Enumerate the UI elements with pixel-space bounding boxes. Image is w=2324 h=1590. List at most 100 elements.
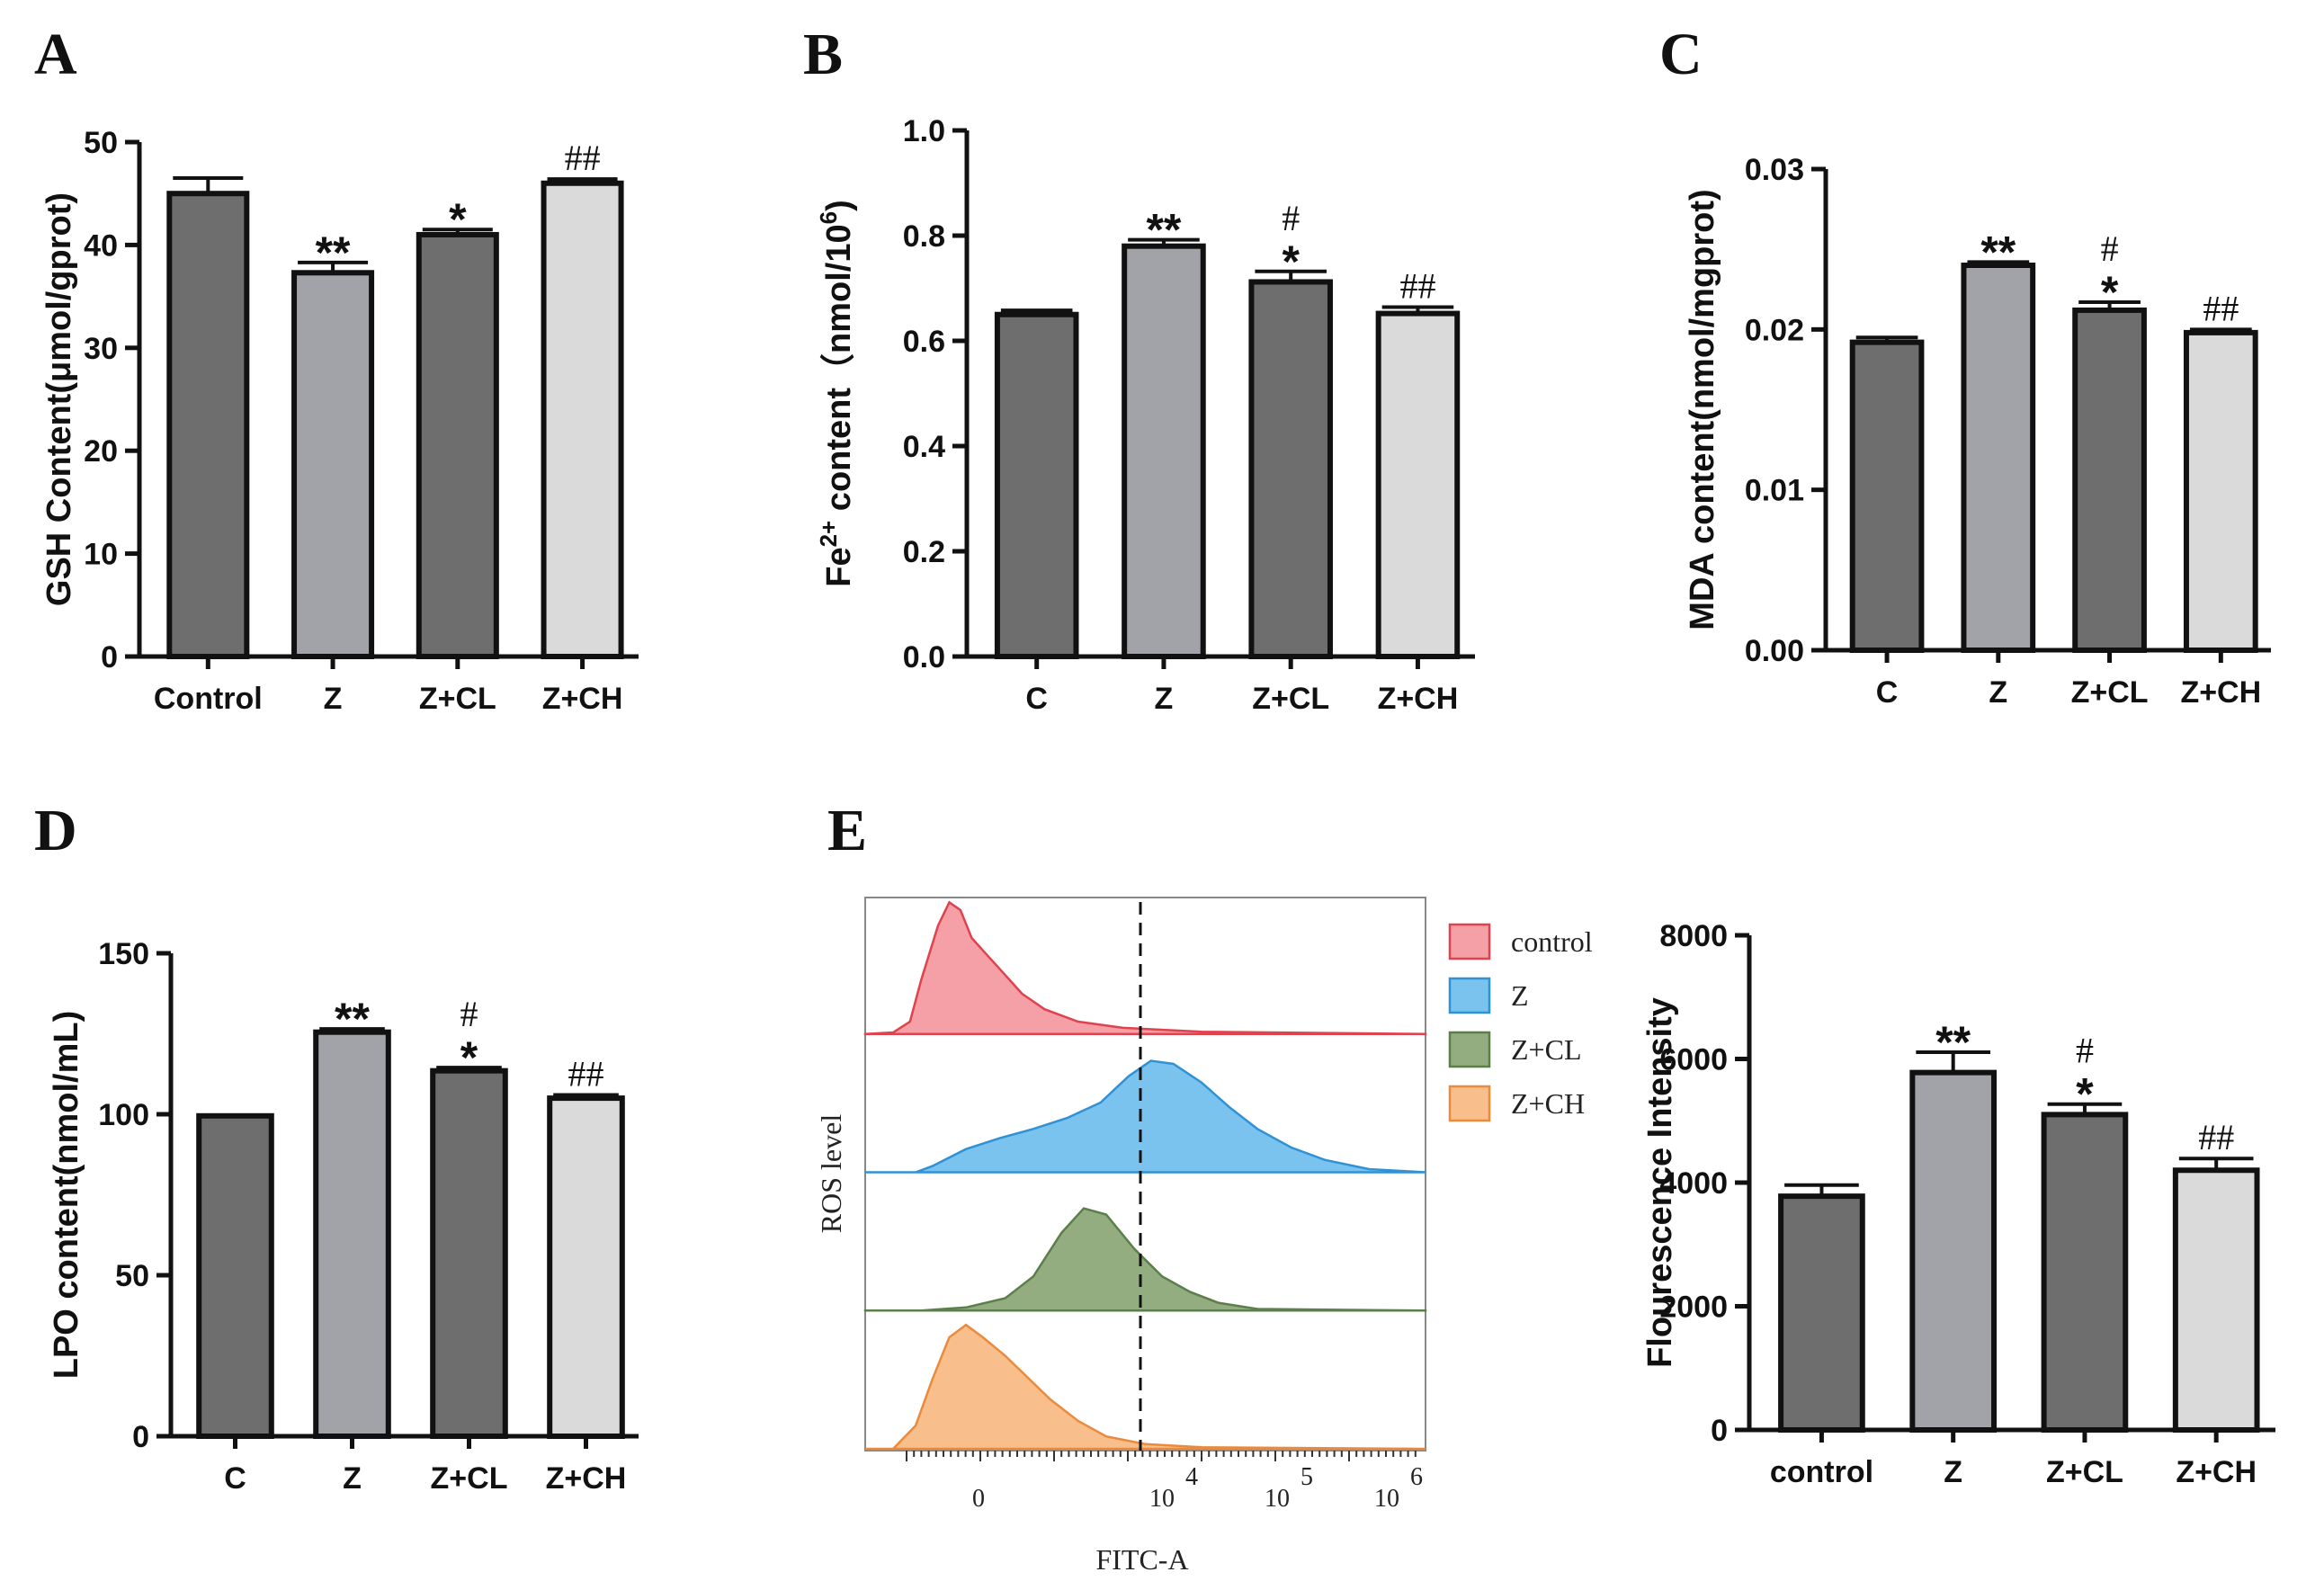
panel-letter: A: [34, 22, 77, 87]
legend: control Z Z+CL Z+CH: [1448, 923, 1593, 1122]
significance-hash: #: [2101, 228, 2119, 269]
y-tick-label: 0.01: [1745, 474, 1804, 508]
significance-hash: #: [460, 994, 478, 1034]
x-tick-label: Z+CL: [2046, 1455, 2123, 1489]
histogram-z-cl: [863, 1207, 1427, 1312]
y-tick-label: 0.02: [1745, 313, 1804, 347]
x-tick-label: 0: [972, 1485, 985, 1513]
y-tick-label: 2000: [1659, 1291, 1728, 1325]
bar-control: [166, 191, 250, 659]
x-tick-exponent: 6: [1410, 1463, 1423, 1491]
panel-letter: C: [1659, 22, 1703, 87]
x-tick-exponent: 5: [1301, 1463, 1313, 1491]
y-axis-label: Flourescence Intensity: [1641, 997, 1679, 1368]
legend-swatch: [1448, 977, 1491, 1014]
bar-z-ch: [1375, 310, 1461, 659]
y-tick-label: 1.0: [903, 114, 945, 148]
bar-z-ch: [2183, 329, 2258, 653]
x-tick-label: C: [1025, 682, 1048, 716]
y-tick-label: 0: [1711, 1414, 1728, 1448]
bar-z-cl: [2072, 307, 2147, 653]
bar-c: [994, 311, 1079, 659]
y-tick-label: 0.0: [903, 640, 945, 674]
legend-swatch: [1448, 1085, 1491, 1122]
x-tick-label: Control: [154, 682, 263, 716]
y-tick-label: 100: [98, 1098, 149, 1132]
significance-star: *: [449, 194, 467, 245]
bar-control: [1778, 1193, 1865, 1433]
x-tick-label: control: [1770, 1455, 1873, 1489]
histogram-z: [865, 1059, 1426, 1174]
y-tick-label: 30: [84, 332, 118, 366]
y-axis-label: GSH Content(μmol/gprot): [40, 192, 78, 606]
x-tick-label: Z+CH: [542, 682, 623, 716]
x-tick-exponent: 4: [1185, 1463, 1198, 1491]
x-axis-label: FITC-A: [1095, 1543, 1188, 1576]
significance-hash: #: [1282, 198, 1300, 238]
legend-label: control: [1511, 925, 1593, 958]
y-tick-label: 0.6: [903, 325, 945, 359]
y-tick-label: 0.00: [1745, 634, 1804, 668]
y-axis-label: LPO content(nmol/mL): [48, 1011, 85, 1380]
significance-star: **: [1935, 1017, 1971, 1067]
bar-z: [1909, 1069, 1998, 1433]
bar-c: [1849, 339, 1925, 653]
significance-star: **: [316, 228, 351, 278]
y-tick-label: 0.4: [903, 430, 945, 464]
y-tick-label: 50: [115, 1259, 149, 1293]
chart-panel-e: E 0 10 4 10 5 10 6 FITC-A ROS level control Z Z+CL Z+…: [815, 798, 1593, 1576]
y-tick-label: 50: [84, 126, 118, 160]
legend-label: Z+CH: [1511, 1087, 1585, 1120]
histogram-control: [863, 900, 1427, 1036]
significance-star: **: [335, 994, 370, 1044]
legend-label: Z: [1511, 979, 1529, 1012]
x-tick-label: Z: [1944, 1455, 1962, 1489]
x-tick-label: 10: [1149, 1485, 1175, 1513]
histogram-frame: [864, 897, 1426, 1452]
chart-panel-b: B 0.0 0.2 0.4 0.6 0.8 1.0 Fe2+ content（nmol/106…: [803, 22, 1475, 716]
significance-hash: #: [2076, 1031, 2094, 1071]
y-tick-label: 150: [98, 937, 149, 971]
y-tick-label: 6000: [1659, 1043, 1728, 1077]
bar-z-cl: [1248, 279, 1333, 659]
significance-star: *: [460, 1032, 478, 1083]
y-tick-label: 0: [132, 1420, 149, 1454]
y-tick-label: 4000: [1659, 1166, 1728, 1201]
significance-star: *: [2076, 1069, 2094, 1120]
x-tick-label: Z+CL: [1252, 682, 1329, 716]
bar-z: [1122, 243, 1206, 659]
significance-hash: ##: [568, 1054, 604, 1094]
x-tick-label: Z+CL: [431, 1461, 508, 1496]
bar-z: [291, 270, 375, 659]
bar-z: [313, 1029, 391, 1439]
x-tick-label: 10: [1265, 1485, 1290, 1513]
chart-panel-d: D 0 50 100 150 LPO content(nmol/mL) C Z Z+CL Z+CH…: [34, 798, 639, 1496]
panel-letter: E: [827, 798, 867, 863]
panel-letter: D: [34, 798, 77, 863]
x-tick-label: Z+CH: [2180, 675, 2261, 710]
x-tick-label: Z+CL: [419, 682, 496, 716]
panel-letter: B: [803, 22, 843, 87]
y-tick-label: 0: [101, 640, 118, 674]
x-tick-label: C: [224, 1461, 246, 1496]
y-tick-label: 20: [84, 434, 118, 469]
significance-hash: ##: [2203, 288, 2239, 328]
significance-star: *: [1282, 237, 1300, 287]
bar-z-ch: [2172, 1167, 2260, 1433]
x-tick-label: Z: [1155, 682, 1174, 716]
bar-z-ch: [541, 180, 624, 659]
x-tick-label: Z+CH: [2176, 1455, 2257, 1489]
significance-star: **: [1980, 227, 2016, 277]
significance-hash: ##: [2198, 1117, 2234, 1157]
y-tick-label: 40: [84, 228, 118, 263]
legend-label: Z+CL: [1511, 1033, 1581, 1066]
y-tick-label: 0.8: [903, 219, 945, 254]
y-axis-label: ROS level: [815, 1114, 847, 1234]
y-tick-label: 8000: [1659, 919, 1728, 953]
y-axis-label: Fe2+ content（nmol/106): [815, 200, 858, 587]
x-tick-label: Z+CH: [546, 1461, 627, 1496]
chart-panel-e2: 0 2000 4000 6000 8000 Flourescence Intensity c…: [1641, 919, 2275, 1489]
significance-star: *: [2101, 267, 2119, 317]
x-tick-label: Z+CH: [1378, 682, 1459, 716]
